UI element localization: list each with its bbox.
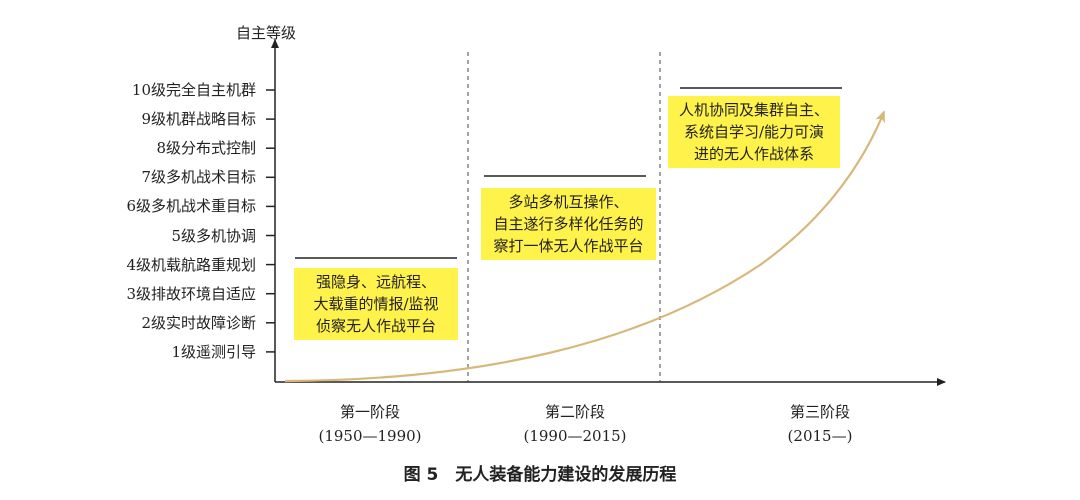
stage-1-description-line: 强隐身、远航程、 bbox=[315, 273, 436, 291]
autonomy-level-label: 10级完全自主机群 bbox=[131, 81, 256, 99]
stage-3-description-line: 进的无人作战体系 bbox=[693, 145, 814, 163]
y-axis-ticks bbox=[266, 89, 275, 353]
stage-2-name: 第二阶段 bbox=[544, 403, 605, 421]
stage-3-description-line: 人机协同及集群自主、 bbox=[678, 101, 829, 119]
autonomy-level-label: 9级机群战略目标 bbox=[141, 110, 256, 129]
autonomy-level-label: 2级实时故障诊断 bbox=[141, 313, 256, 332]
autonomy-level-label: 4级机载航路重规划 bbox=[126, 255, 256, 274]
stage-3-label: 第三阶段 (2015—) bbox=[750, 400, 890, 448]
stage-1-period: (1950—1990) bbox=[318, 427, 422, 445]
stage-2-description-line: 自主遂行多样化任务的 bbox=[493, 215, 644, 233]
stage-3-description-box: 人机协同及集群自主、 系统自学习/能力可演 进的无人作战体系 bbox=[668, 96, 840, 168]
autonomy-level-label: 8级分布式控制 bbox=[156, 139, 256, 158]
autonomy-level-label: 3级排故环境自适应 bbox=[126, 284, 256, 303]
stage-3-name: 第三阶段 bbox=[789, 403, 850, 421]
stage-2-description-line: 察打一体无人作战平台 bbox=[493, 237, 644, 255]
stage-2-description-box: 多站多机互操作、 自主遂行多样化任务的 察打一体无人作战平台 bbox=[481, 188, 656, 260]
autonomy-level-label: 7级多机战术目标 bbox=[141, 168, 256, 187]
stage-2-label: 第二阶段 (1990—2015) bbox=[505, 400, 645, 448]
stage-2-description-line: 多站多机互操作、 bbox=[508, 193, 629, 211]
growth-curve-arrow bbox=[284, 110, 886, 383]
stage-1-description-line: 大载重的情报/监视 bbox=[313, 295, 439, 313]
stage-1-description-box: 强隐身、远航程、 大载重的情报/监视 侦察无人作战平台 bbox=[294, 268, 458, 340]
autonomy-level-label: 6级多机战术重目标 bbox=[126, 197, 256, 216]
stage-2-period: (1990—2015) bbox=[523, 427, 627, 445]
autonomy-level-label: 5级多机协调 bbox=[171, 226, 256, 245]
stage-1-description-line: 侦察无人作战平台 bbox=[315, 317, 436, 335]
figure-caption: 图 5 无人装备能力建设的发展历程 bbox=[403, 465, 677, 485]
stage-3-period: (2015—) bbox=[787, 427, 853, 445]
stage-1-label: 第一阶段 (1950—1990) bbox=[300, 400, 440, 448]
stage-3-description-line: 系统自学习/能力可演 bbox=[683, 123, 825, 141]
stage-1-name: 第一阶段 bbox=[339, 403, 400, 421]
y-axis-label: 自主等级 bbox=[236, 24, 297, 42]
autonomy-level-label: 1级遥测引导 bbox=[171, 342, 256, 361]
